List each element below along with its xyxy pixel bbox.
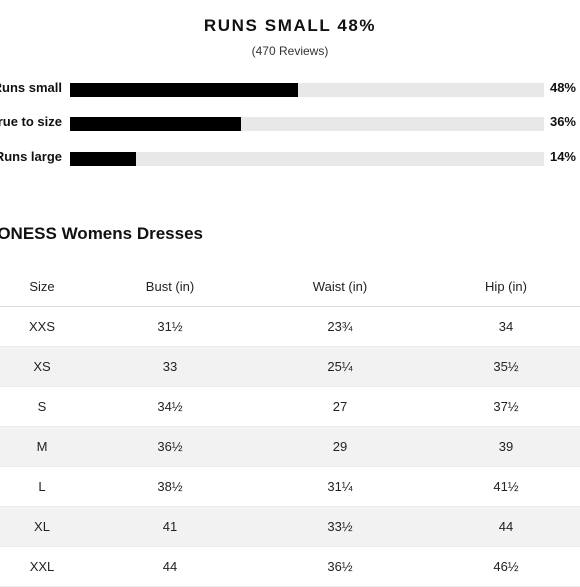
waist-cell: 25¼ [252,346,428,387]
fit-title: RUNS SMALL 48% [203,16,377,35]
fit-row-true-to-size: True to size 36% [0,113,580,133]
waist-cell: 36½ [252,546,428,587]
bust-cell: 33 [88,346,252,387]
fit-bar-track [70,83,544,97]
hip-cell: 46½ [428,546,580,587]
size-cell: M [0,426,88,467]
size-cell: XL [0,506,88,547]
table-row: XS 33 25¼ 35½ [0,346,580,387]
table-row: M 36½ 29 39 [0,426,580,467]
fit-row-runs-small: Runs small 48% [0,79,580,99]
size-chart-title: LIONESS Womens Dresses [0,224,203,243]
table-row: XXL 44 36½ 46½ [0,546,580,587]
waist-cell: 29 [252,426,428,467]
fit-row-runs-large: Runs large 14% [0,148,580,168]
fit-bar-track [70,152,544,166]
waist-cell: 31¼ [252,466,428,507]
waist-cell: 27 [252,386,428,427]
hip-cell: 35½ [428,346,580,387]
size-cell: XXL [0,546,88,587]
column-header-size: Size [0,266,88,307]
hip-cell: 37½ [428,386,580,427]
table-row: XXS 31½ 23¾ 34 [0,306,580,347]
fit-label: Runs large [0,149,62,164]
fit-percent: 36% [549,114,576,129]
size-cell: XXS [0,306,88,347]
fit-bar-fill [70,152,137,166]
table-row: XL 41 33½ 44 [0,506,580,547]
bust-cell: 34½ [88,386,252,427]
size-chart-table: Size Bust (in) Waist (in) Hip (in) XXS 3… [0,266,580,587]
fit-bar-track [70,117,544,131]
waist-cell: 23¾ [252,306,428,347]
bust-cell: 44 [88,546,252,587]
table-row: S 34½ 27 37½ [0,386,580,427]
fit-label: True to size [0,114,62,129]
column-header-bust: Bust (in) [88,266,252,307]
size-cell: S [0,386,88,427]
column-header-hip: Hip (in) [428,266,580,307]
bust-cell: 36½ [88,426,252,467]
fit-bar-fill [70,83,298,97]
hip-cell: 39 [428,426,580,467]
fit-percent: 48% [549,80,576,95]
size-cell: L [0,466,88,507]
size-table-header: Size Bust (in) Waist (in) Hip (in) [0,266,580,307]
hip-cell: 41½ [428,466,580,507]
column-header-waist: Waist (in) [252,266,428,307]
waist-cell: 33½ [252,506,428,547]
table-row: L 38½ 31¼ 41½ [0,466,580,507]
bust-cell: 31½ [88,306,252,347]
hip-cell: 44 [428,506,580,547]
review-count: (470 Reviews) [251,44,329,58]
hip-cell: 34 [428,306,580,347]
fit-label: Runs small [0,80,62,95]
fit-bar-fill [70,117,241,131]
bust-cell: 41 [88,506,252,547]
fit-percent: 14% [549,149,576,164]
size-cell: XS [0,346,88,387]
bust-cell: 38½ [88,466,252,507]
